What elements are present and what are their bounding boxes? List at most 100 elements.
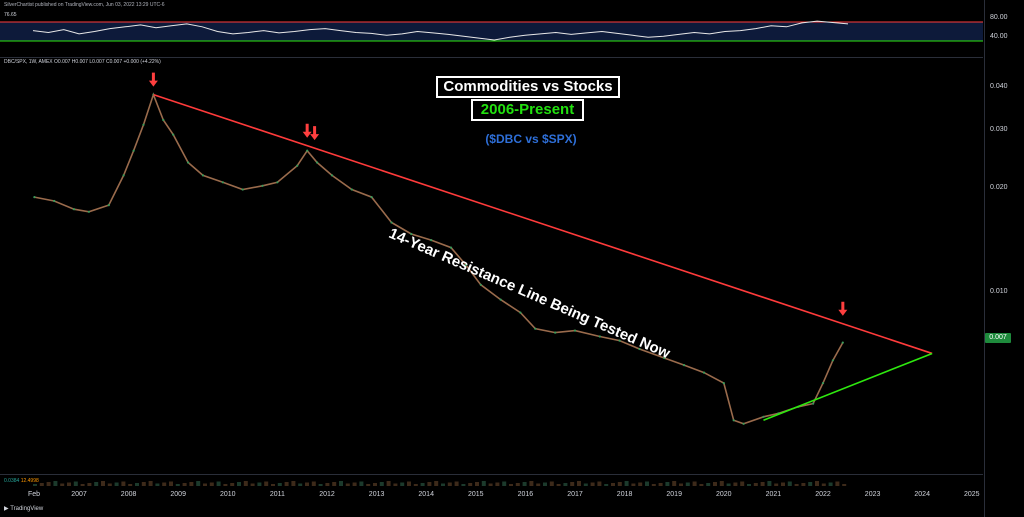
price-series-line: [34, 92, 844, 425]
volume-bar: [481, 481, 486, 486]
volume-panel: [0, 474, 983, 488]
volume-bar: [590, 482, 595, 486]
volume-bar: [400, 482, 405, 486]
volume-bar: [135, 483, 139, 486]
price-point: [172, 133, 175, 136]
volume-bar: [753, 483, 758, 486]
volume-bar: [522, 482, 527, 486]
x-tick-label: 2018: [616, 491, 633, 498]
volume-bar: [515, 483, 520, 486]
price-point: [350, 188, 353, 191]
volume-bar: [658, 483, 663, 486]
price-point: [296, 164, 299, 167]
volume-bar: [73, 481, 78, 486]
volume-bar: [604, 484, 609, 486]
x-tick-label: 2015: [468, 491, 484, 498]
resistance-line: [153, 93, 933, 355]
price-point: [370, 196, 373, 199]
volume-bar: [216, 481, 221, 486]
volume-value-2: 12.4998: [20, 478, 39, 484]
x-tick-label: 2020: [716, 491, 732, 498]
x-tick-label: 2022: [815, 491, 831, 498]
volume-bar: [107, 483, 112, 486]
volume-bar: [842, 484, 847, 486]
volume-bar: [570, 482, 575, 486]
price-point: [821, 382, 825, 385]
volume-bar: [549, 481, 554, 486]
volume-bar: [502, 481, 507, 486]
price-point: [122, 174, 125, 177]
volume-bar: [203, 483, 207, 486]
price-axis[interactable]: [984, 0, 1024, 517]
tradingview-logo[interactable]: ▶ TradingView: [4, 505, 43, 512]
volume-bar: [488, 483, 493, 486]
price-point: [241, 188, 244, 191]
volume-bar: [543, 482, 547, 486]
price-point: [390, 221, 393, 224]
red-arrow-marker: [148, 72, 158, 87]
volume-bar: [189, 482, 194, 486]
volume-bar: [672, 481, 677, 486]
volume-bar: [379, 482, 384, 486]
y-tick-label: 0.010: [990, 288, 1008, 295]
volume-bar: [407, 481, 411, 486]
price-point: [107, 204, 110, 207]
volume-bar: [155, 483, 160, 486]
volume-bar: [760, 482, 765, 486]
x-tick-label: 2008: [120, 491, 137, 498]
price-point: [306, 149, 309, 152]
volume-bar: [794, 484, 799, 486]
volume-bar: [740, 481, 745, 486]
volume-bar: [60, 483, 65, 486]
price-point: [534, 327, 537, 330]
volume-bar: [169, 481, 173, 486]
volume-bar: [318, 484, 323, 486]
x-tick-label: 2011: [269, 491, 285, 498]
volume-bar: [196, 481, 201, 486]
volume-bar: [175, 484, 180, 486]
tv-logo-icon: ▶: [4, 506, 11, 512]
y-tick-label: 0.030: [990, 126, 1008, 133]
volume-bar: [345, 483, 350, 486]
volume-bar: [699, 484, 704, 486]
price-point: [464, 263, 467, 267]
y-tick-label: 0.020: [990, 184, 1008, 191]
price-point: [261, 184, 264, 187]
price-point: [72, 208, 76, 211]
price-point: [573, 329, 577, 332]
volume-bar: [733, 482, 738, 486]
volume-bar: [808, 482, 813, 486]
x-tick-label: Feb: [27, 491, 41, 498]
volume-bar: [305, 482, 309, 486]
x-tick-label: 2023: [864, 491, 881, 498]
volume-bar: [311, 481, 316, 486]
volume-bar: [87, 483, 92, 486]
volume-bar: [815, 481, 819, 486]
x-tick-label: 2025: [964, 491, 980, 498]
volume-bar: [617, 482, 622, 486]
price-point: [479, 283, 482, 286]
x-tick-label: 2021: [765, 491, 782, 498]
price-point: [221, 181, 224, 184]
x-tick-label: 2009: [170, 491, 186, 498]
price-point: [316, 161, 319, 164]
price-point: [410, 232, 413, 236]
price-point: [554, 331, 557, 334]
volume-bar: [801, 483, 806, 486]
x-tick-label: 2017: [567, 491, 583, 498]
price-point: [663, 356, 666, 360]
rsi-current-value: 76.65: [4, 12, 17, 18]
volume-bar: [250, 483, 255, 486]
x-tick-label: 2024: [914, 491, 930, 498]
symbol-info: DBC/SPX, 1W, AMEX O0.007 H0.007 L0.007 C…: [4, 59, 161, 65]
volume-bar: [325, 483, 330, 486]
volume-bar: [39, 483, 44, 486]
volume-bar: [774, 483, 779, 486]
price-point: [722, 382, 725, 385]
volume-bar: [277, 483, 282, 486]
red-arrow-marker: [838, 301, 848, 316]
volume-label: 0.0384 12.4998: [4, 478, 39, 484]
volume-bar: [447, 482, 452, 486]
volume-bar: [427, 482, 432, 486]
